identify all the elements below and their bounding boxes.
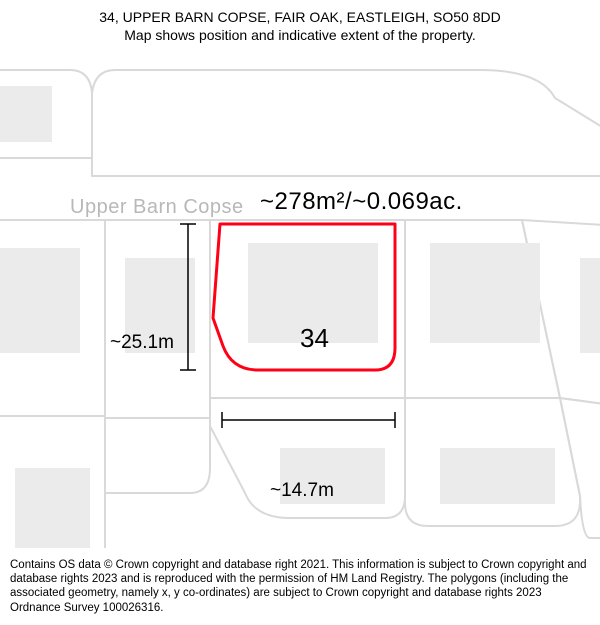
area-label: ~278m²/~0.069ac. xyxy=(260,188,463,216)
header: 34, UPPER BARN COPSE, FAIR OAK, EASTLEIG… xyxy=(0,0,600,48)
plot-number-label: 34 xyxy=(300,323,329,354)
footer-copyright: Contains OS data © Crown copyright and d… xyxy=(0,552,600,625)
width-dimension-label: ~14.7m xyxy=(270,480,334,502)
street-name-label: Upper Barn Copse xyxy=(70,196,244,219)
header-title: 34, UPPER BARN COPSE, FAIR OAK, EASTLEIG… xyxy=(10,8,590,26)
map-area: Upper Barn Copse ~278m²/~0.069ac. 34 ~25… xyxy=(0,48,600,548)
header-subtitle: Map shows position and indicative extent… xyxy=(10,26,590,44)
map-svg xyxy=(0,48,600,548)
height-dimension-label: ~25.1m xyxy=(110,332,174,354)
